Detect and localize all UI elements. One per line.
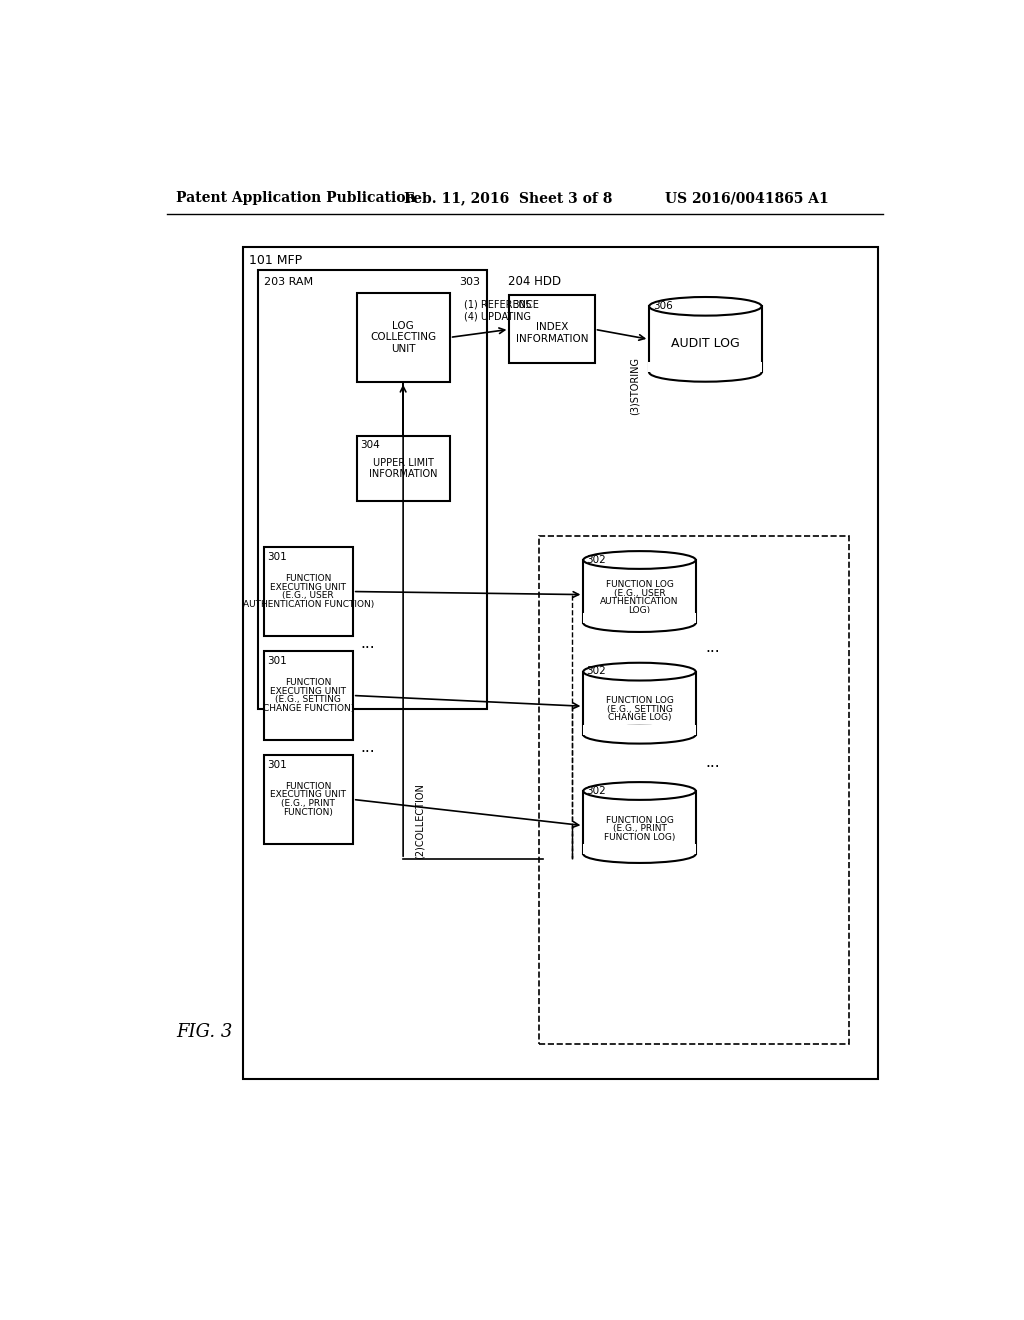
Ellipse shape <box>584 663 695 681</box>
Bar <box>263 548 352 636</box>
Text: ...: ... <box>360 741 375 755</box>
Text: Patent Application Publication: Patent Application Publication <box>176 191 416 206</box>
Ellipse shape <box>584 614 695 632</box>
Text: (1) REFERENCE
(4) UPDATING: (1) REFERENCE (4) UPDATING <box>464 300 539 321</box>
Text: FUNCTION): FUNCTION) <box>284 808 333 817</box>
Bar <box>263 755 352 843</box>
Ellipse shape <box>649 363 762 381</box>
Text: AUDIT LOG: AUDIT LOG <box>671 338 739 351</box>
Bar <box>584 672 695 735</box>
Text: (E.G., USER: (E.G., USER <box>283 591 334 601</box>
Text: (E.G., USER: (E.G., USER <box>613 589 666 598</box>
Text: EXECUTING UNIT: EXECUTING UNIT <box>270 686 346 696</box>
Text: FUNCTION: FUNCTION <box>285 781 332 791</box>
Text: EXECUTING UNIT: EXECUTING UNIT <box>270 791 346 800</box>
Text: AUTHENTICATION FUNCTION): AUTHENTICATION FUNCTION) <box>243 601 374 610</box>
Bar <box>584 791 695 854</box>
Text: (E.G., PRINT: (E.G., PRINT <box>282 800 335 808</box>
Bar <box>243 247 879 1078</box>
Text: 301: 301 <box>267 760 288 770</box>
Text: US 2016/0041865 A1: US 2016/0041865 A1 <box>665 191 828 206</box>
Text: INDEX
INFORMATION: INDEX INFORMATION <box>516 322 588 345</box>
Text: 302: 302 <box>587 667 606 676</box>
Bar <box>258 271 486 709</box>
Bar <box>584 560 695 623</box>
Ellipse shape <box>584 781 695 800</box>
Text: ...: ... <box>360 636 375 651</box>
Text: (E.G., PRINT: (E.G., PRINT <box>612 824 667 833</box>
Text: 304: 304 <box>360 440 380 450</box>
Text: UPPER LIMIT
INFORMATION: UPPER LIMIT INFORMATION <box>369 458 437 479</box>
Text: 303: 303 <box>460 277 480 286</box>
Bar <box>583 614 696 623</box>
Text: (E.G., SETTING: (E.G., SETTING <box>606 705 673 714</box>
Text: 305: 305 <box>512 300 532 310</box>
Text: ...: ... <box>705 640 720 655</box>
Bar <box>583 845 696 854</box>
Text: 301: 301 <box>267 552 288 562</box>
Text: FUNCTION LOG): FUNCTION LOG) <box>604 833 675 842</box>
Bar <box>356 293 450 381</box>
Bar <box>583 725 696 735</box>
Bar <box>649 306 762 372</box>
Text: (E.G., SETTING: (E.G., SETTING <box>275 696 341 705</box>
Text: 203 RAM: 203 RAM <box>264 277 313 286</box>
Text: FUNCTION: FUNCTION <box>285 574 332 582</box>
Text: FUNCTION: FUNCTION <box>285 677 332 686</box>
Text: (2)COLLECTION: (2)COLLECTION <box>415 783 425 858</box>
Text: 302: 302 <box>587 554 606 565</box>
Bar <box>356 436 450 502</box>
Text: EXECUTING UNIT: EXECUTING UNIT <box>270 582 346 591</box>
Text: (3)STORING: (3)STORING <box>630 358 640 416</box>
Text: CHANGE FUNCTION): CHANGE FUNCTION) <box>262 705 354 713</box>
Text: FIG. 3: FIG. 3 <box>176 1023 232 1041</box>
Text: 301: 301 <box>267 656 288 667</box>
Text: LOG): LOG) <box>629 606 650 615</box>
Ellipse shape <box>584 845 695 863</box>
Text: Feb. 11, 2016  Sheet 3 of 8: Feb. 11, 2016 Sheet 3 of 8 <box>403 191 612 206</box>
Text: ...: ... <box>705 755 720 771</box>
Text: FUNCTION LOG: FUNCTION LOG <box>605 581 674 590</box>
Text: CHANGE LOG): CHANGE LOG) <box>608 713 672 722</box>
Ellipse shape <box>584 552 695 569</box>
Bar <box>509 296 595 363</box>
Bar <box>648 362 762 372</box>
Text: FUNCTION LOG: FUNCTION LOG <box>605 697 674 705</box>
Text: LOG
COLLECTING
UNIT: LOG COLLECTING UNIT <box>370 321 436 354</box>
Text: 101 MFP: 101 MFP <box>249 255 302 268</box>
Text: 204 HDD: 204 HDD <box>508 275 561 288</box>
Text: FUNCTION LOG: FUNCTION LOG <box>605 816 674 825</box>
Bar <box>263 651 352 739</box>
Ellipse shape <box>649 297 762 315</box>
Text: AUTHENTICATION: AUTHENTICATION <box>600 598 679 606</box>
Text: 302: 302 <box>587 785 606 796</box>
Text: 306: 306 <box>653 301 673 312</box>
Bar <box>539 536 849 1044</box>
Ellipse shape <box>584 726 695 743</box>
